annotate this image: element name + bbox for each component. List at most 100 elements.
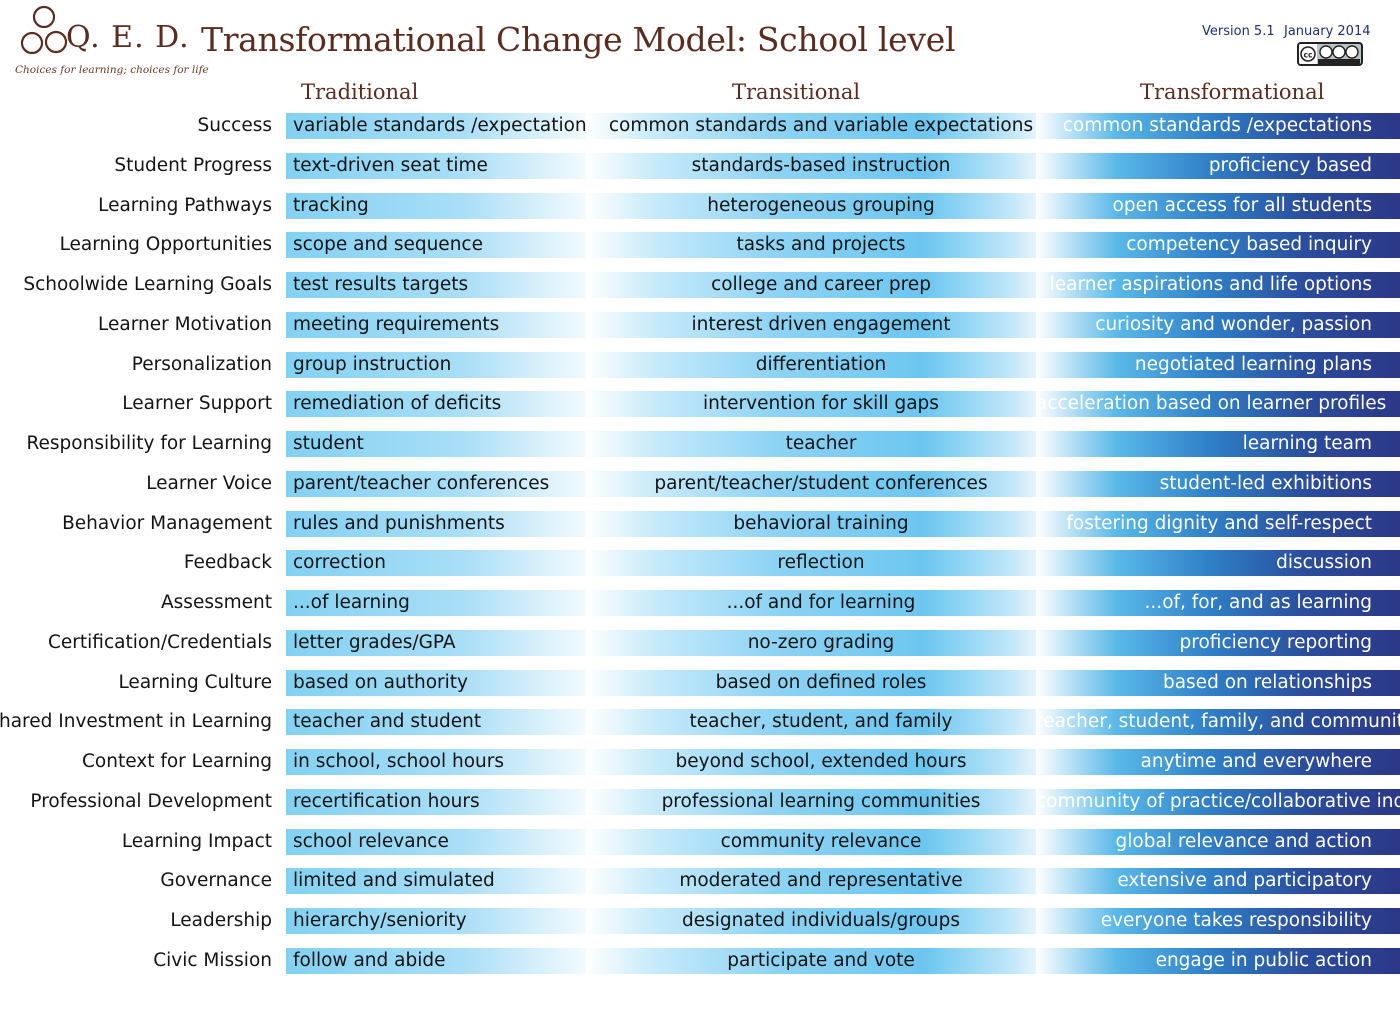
transitional-cell: tasks and projects xyxy=(586,232,1056,258)
transitional-cell: no-zero grading xyxy=(586,630,1056,656)
transitional-cell: ...of and for learning xyxy=(586,590,1056,616)
traditional-cell: variable standards /expectations xyxy=(286,113,606,139)
row-label: Learner Support xyxy=(122,393,272,414)
transitional-cell: interest driven engagement xyxy=(586,312,1056,338)
row-label: Learner Motivation xyxy=(98,314,272,335)
row-label: Learning Pathways xyxy=(98,195,272,216)
transformational-cell: learning team xyxy=(1036,431,1400,457)
transformational-cell: acceleration based on learner profiles xyxy=(1036,391,1400,417)
table-row: Personalization group instruction differen… xyxy=(0,352,1400,378)
traditional-cell: remediation of deficits xyxy=(286,391,606,417)
row-label: Context for Learning xyxy=(82,751,272,772)
traditional-cell: student xyxy=(286,431,606,457)
table-row: Professional Development recertification … xyxy=(0,789,1400,815)
row-label: Assessment xyxy=(161,592,272,613)
traditional-cell: based on authority xyxy=(286,670,606,696)
creative-commons-license-icon: cc xyxy=(1297,42,1363,66)
table-row: Responsibility for Learning student teache… xyxy=(0,431,1400,457)
transformational-cell: anytime and everywhere xyxy=(1036,749,1400,775)
table-row: Civic Mission follow and abide participate… xyxy=(0,948,1400,974)
traditional-cell: tracking xyxy=(286,193,606,219)
row-label: Schoolwide Learning Goals xyxy=(23,274,272,295)
transformational-cell: engage in public action xyxy=(1036,948,1400,974)
transitional-cell: intervention for skill gaps xyxy=(586,391,1056,417)
transitional-cell: college and career prep xyxy=(586,272,1056,298)
table-row: Learning Opportunities scope and sequence… xyxy=(0,232,1400,258)
transitional-cell: heterogeneous grouping xyxy=(586,193,1056,219)
transformational-cell: proficiency reporting xyxy=(1036,630,1400,656)
traditional-cell: teacher and student xyxy=(286,709,606,735)
transformational-cell: competency based inquiry xyxy=(1036,232,1400,258)
transformational-cell: extensive and participatory xyxy=(1036,868,1400,894)
traditional-cell: test results targets xyxy=(286,272,606,298)
logo-tagline: Choices for learning; choices for life xyxy=(15,64,209,76)
transformational-cell: proficiency based xyxy=(1036,153,1400,179)
row-label: Learning Opportunities xyxy=(59,234,272,255)
row-label: Governance xyxy=(160,870,272,891)
svg-text:cc: cc xyxy=(1304,51,1313,60)
traditional-cell: in school, school hours xyxy=(286,749,606,775)
traditional-cell: limited and simulated xyxy=(286,868,606,894)
transitional-cell: behavioral training xyxy=(586,511,1056,537)
traditional-cell: parent/teacher conferences xyxy=(286,471,606,497)
transformational-cell: community of practice/collaborative inqu… xyxy=(1036,789,1400,815)
traditional-cell: ...of learning xyxy=(286,590,606,616)
transformational-cell: ...of, for, and as learning xyxy=(1036,590,1400,616)
transitional-cell: teacher, student, and family xyxy=(586,709,1056,735)
table-row: Learner Voice parent/teacher conferences p… xyxy=(0,471,1400,497)
table-row: Schoolwide Learning Goals test results ta… xyxy=(0,272,1400,298)
table-row: Feedback correction reflection discussion xyxy=(0,550,1400,576)
row-label: Behavior Management xyxy=(62,513,272,534)
transformational-cell: student-led exhibitions xyxy=(1036,471,1400,497)
table-row: Certification/Credentials letter grades/G… xyxy=(0,630,1400,656)
traditional-cell: correction xyxy=(286,550,606,576)
table-row: Learner Motivation meeting requirements in… xyxy=(0,312,1400,338)
table-row: Leadership hierarchy/seniority designated … xyxy=(0,908,1400,934)
transformational-cell: based on relationships xyxy=(1036,670,1400,696)
row-label: Learning Impact xyxy=(121,831,272,852)
row-label: Personalization xyxy=(131,354,272,375)
column-header-transitional: Transitional xyxy=(732,80,861,104)
traditional-cell: text-driven seat time xyxy=(286,153,606,179)
logo-text: Q. E. D. xyxy=(66,20,190,55)
row-label: Certification/Credentials xyxy=(48,632,272,653)
table-row: Shared Investment in Learning teacher and… xyxy=(0,709,1400,735)
row-label: Student Progress xyxy=(114,155,272,176)
transformational-cell: common standards /expectations xyxy=(1036,113,1400,139)
transformational-cell: open access for all students xyxy=(1036,193,1400,219)
transitional-cell: designated individuals/groups xyxy=(586,908,1056,934)
traditional-cell: meeting requirements xyxy=(286,312,606,338)
table-row: Learning Culture based on authority based … xyxy=(0,670,1400,696)
transitional-cell: common standards and variable expectatio… xyxy=(586,113,1056,139)
traditional-cell: group instruction xyxy=(286,352,606,378)
table-row: Behavior Management rules and punishments… xyxy=(0,511,1400,537)
table-row: Learning Pathways tracking heterogeneous g… xyxy=(0,193,1400,219)
table-row: Learner Support remediation of deficits in… xyxy=(0,391,1400,417)
date-label: January 2014 xyxy=(1284,24,1371,39)
row-label: Leadership xyxy=(170,910,272,931)
table-row: Success variable standards /expectations c… xyxy=(0,113,1400,139)
table-row: Context for Learning in school, school ho… xyxy=(0,749,1400,775)
row-label: Success xyxy=(197,115,272,136)
traditional-cell: hierarchy/seniority xyxy=(286,908,606,934)
traditional-cell: scope and sequence xyxy=(286,232,606,258)
version-label: Version 5.1 xyxy=(1202,24,1275,39)
traditional-cell: letter grades/GPA xyxy=(286,630,606,656)
traditional-cell: rules and punishments xyxy=(286,511,606,537)
row-label: Feedback xyxy=(183,552,272,573)
transitional-cell: differentiation xyxy=(586,352,1056,378)
row-label: Responsibility for Learning xyxy=(26,433,273,454)
transitional-cell: professional learning communities xyxy=(586,789,1056,815)
row-label: Civic Mission xyxy=(153,950,272,971)
transformational-cell: fostering dignity and self-respect xyxy=(1036,511,1400,537)
transformational-cell: global relevance and action xyxy=(1036,829,1400,855)
transitional-cell: beyond school, extended hours xyxy=(586,749,1056,775)
traditional-cell: school relevance xyxy=(286,829,606,855)
page-title: Transformational Change Model: School le… xyxy=(201,20,956,59)
transformational-cell: teacher, student, family, and community xyxy=(1036,709,1400,735)
row-label: Learning Culture xyxy=(118,672,272,693)
row-label: Shared Investment in Learning xyxy=(0,711,272,732)
transitional-cell: community relevance xyxy=(586,829,1056,855)
column-header-traditional: Traditional xyxy=(301,80,419,104)
qed-logo: Q. E. D. Choices for learning; choices f… xyxy=(14,2,209,78)
